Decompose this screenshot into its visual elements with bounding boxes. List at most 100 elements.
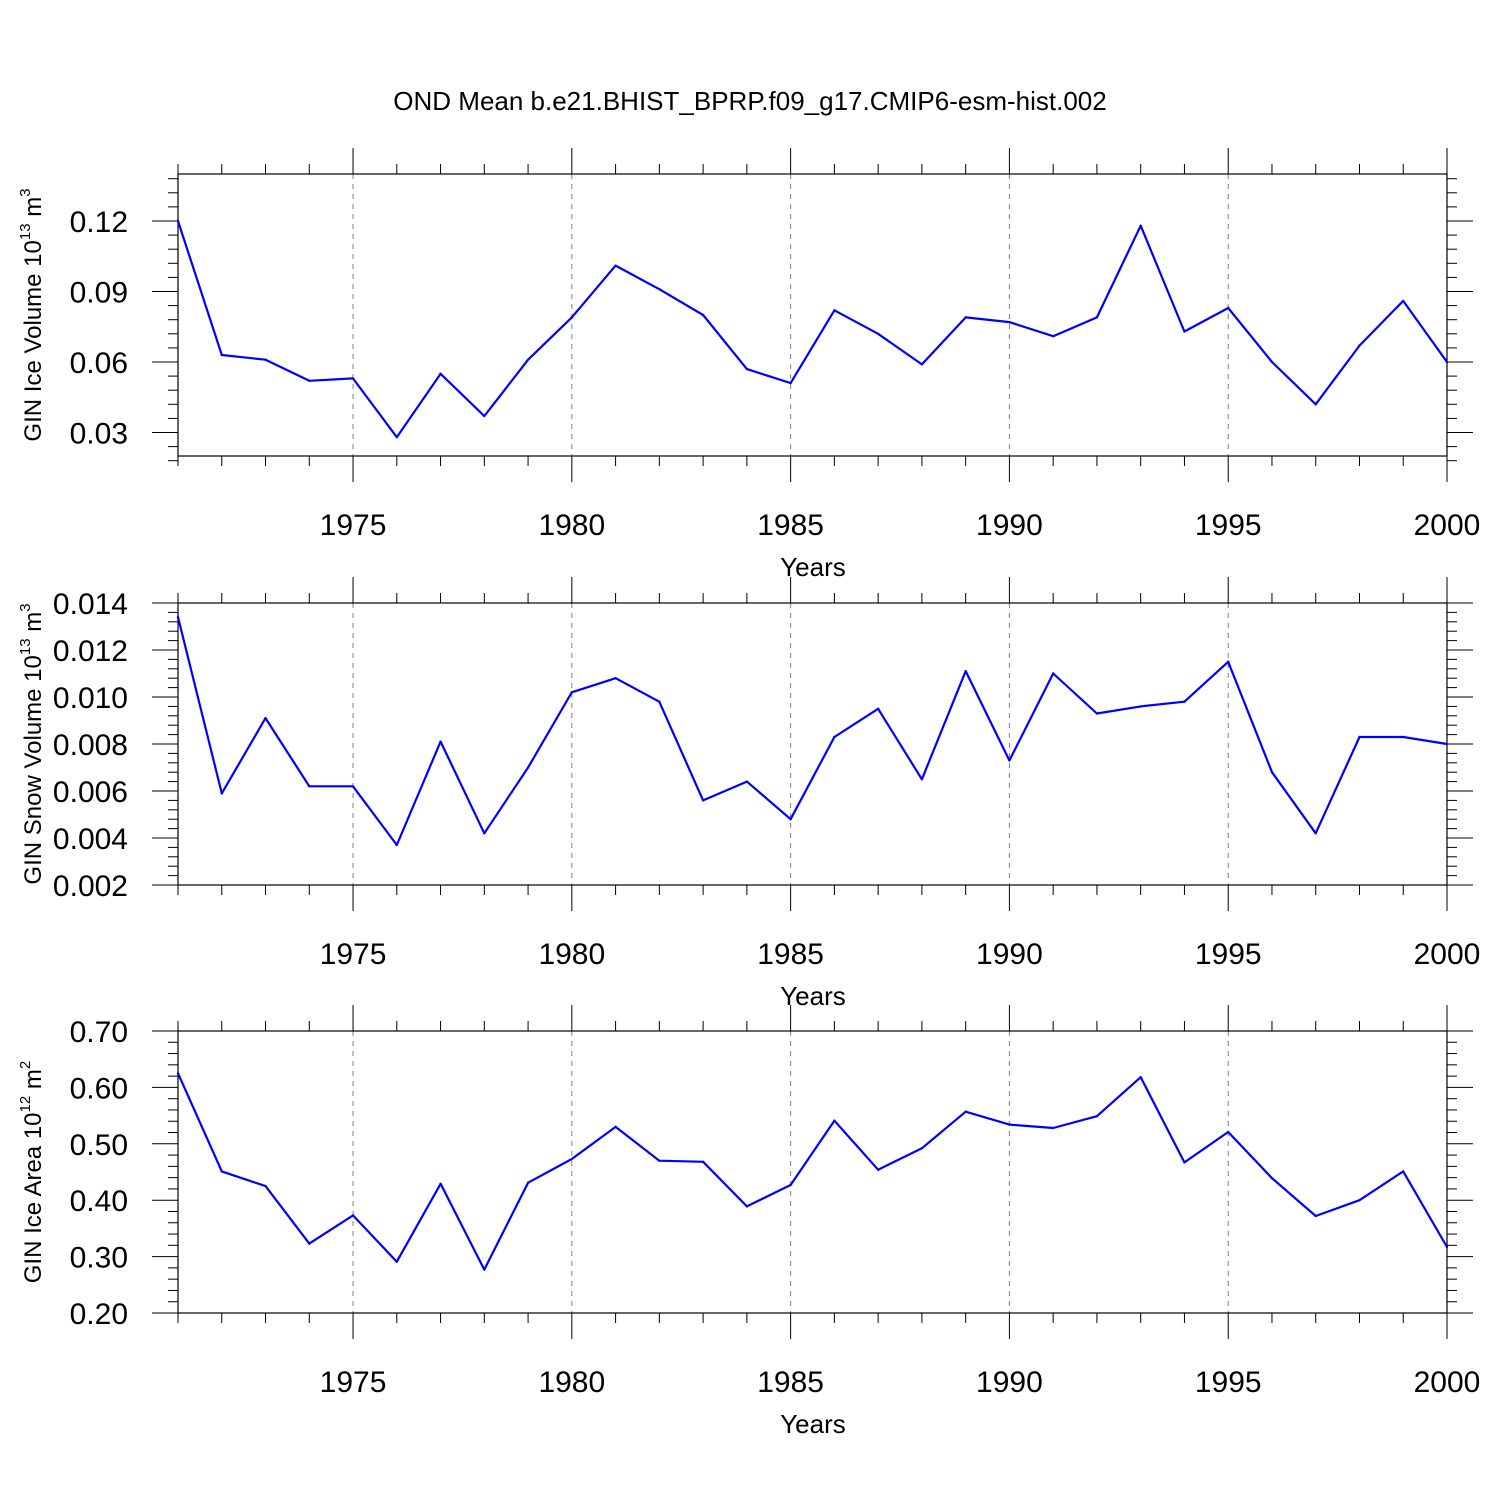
y-axis-label: GIN Ice Area 1012 m2 (17, 1061, 47, 1283)
data-point (1008, 320, 1011, 324)
data-point (570, 1157, 574, 1161)
y-tick-label: 0.006 (53, 776, 128, 809)
x-tick-label: 2000 (1414, 1366, 1481, 1399)
data-point (526, 766, 530, 769)
data-point (1051, 672, 1055, 675)
data-point (395, 436, 398, 439)
y-axis-label-part: GIN Snow Volume 10 (20, 655, 47, 884)
y-tick-label: 0.06 (70, 347, 128, 380)
y-axis-label-part: m (20, 1069, 47, 1096)
y-axis-label-part: GIN Ice Area 10 (20, 1112, 47, 1283)
data-point (483, 1268, 486, 1271)
data-point (745, 780, 749, 783)
data-point (789, 818, 792, 821)
data-point (1183, 700, 1186, 703)
data-point (308, 1242, 311, 1245)
data-point (658, 287, 661, 291)
data-point (701, 799, 705, 802)
data-point (789, 381, 792, 385)
y-tick-label: 0.70 (70, 1016, 128, 1049)
x-axis-label: Years (780, 1409, 846, 1439)
data-point (1227, 306, 1230, 310)
data-point (876, 1168, 880, 1171)
y-tick-label: 0.014 (53, 588, 128, 621)
y-tick-label: 0.40 (70, 1185, 128, 1218)
data-point (1314, 832, 1317, 835)
data-point (176, 615, 180, 619)
data-point (1008, 1123, 1011, 1126)
y-tick-label: 0.004 (53, 823, 128, 856)
data-point (614, 1125, 617, 1129)
data-point (570, 316, 574, 319)
panel-1: 0.03 0.06 0.09 0.12 1975 1980 1985 1990 1995 2000… (17, 148, 1480, 582)
data-point (176, 219, 180, 223)
y-axis-label-part: 2 (17, 1061, 34, 1069)
x-tick-label: 1980 (538, 1366, 605, 1399)
y-axis-label: GIN Snow Volume 1013 m3 (17, 603, 47, 884)
data-point (876, 332, 880, 335)
data-point (483, 832, 486, 835)
y-tick-label: 0.50 (70, 1129, 128, 1162)
x-tick-label: 1995 (1195, 938, 1262, 971)
y-axis-label-part: m (20, 612, 47, 639)
x-tick-label: 1980 (538, 938, 605, 971)
data-point (308, 379, 311, 382)
y-axis-label-part: 12 (17, 1096, 34, 1113)
data-point (658, 1159, 661, 1162)
data-point (920, 778, 924, 781)
data-point (614, 677, 617, 680)
data-point (220, 353, 223, 357)
figure-title: OND Mean b.e21.BHIST_BPRP.f09_g17.CMIP6-… (393, 86, 1106, 116)
data-point (964, 1110, 967, 1113)
x-tick-label: 1990 (976, 509, 1043, 542)
data-point (833, 309, 836, 312)
data-point (439, 1182, 442, 1186)
data-point (745, 1205, 749, 1208)
series-line (176, 1072, 1448, 1271)
data-point (1445, 742, 1449, 746)
x-tick-label: 1995 (1195, 1366, 1262, 1399)
data-point (920, 363, 924, 366)
data-point (220, 1170, 223, 1173)
y-tick-label: 0.09 (70, 277, 128, 310)
data-point (1051, 1126, 1055, 1130)
plot-frame (177, 1030, 1448, 1314)
x-tick-label: 1985 (757, 1366, 824, 1399)
data-point (395, 1260, 398, 1263)
data-point (1051, 334, 1055, 338)
data-point (1445, 1245, 1449, 1249)
data-point (833, 1119, 836, 1122)
data-point (789, 1183, 792, 1187)
data-point (1358, 1199, 1361, 1202)
series-line (176, 220, 1448, 439)
data-point (1358, 735, 1361, 739)
data-point (1008, 759, 1011, 762)
y-axis-label-part: 13 (17, 638, 34, 655)
y-tick-label: 0.012 (53, 635, 128, 668)
y-tick-label: 0.008 (53, 729, 128, 762)
x-tick-label: 1985 (757, 509, 824, 542)
y-tick-label: 0.60 (70, 1072, 128, 1105)
y-tick-label: 0.03 (70, 418, 128, 451)
y-axis-label-part: m (20, 197, 47, 224)
data-point (1183, 330, 1186, 333)
data-point (351, 785, 355, 788)
data-point (526, 1181, 530, 1184)
data-point (701, 313, 705, 317)
data-point (1139, 1076, 1142, 1079)
data-point (220, 792, 223, 795)
x-tick-label: 1985 (757, 938, 824, 971)
data-point (1402, 299, 1405, 303)
data-point (1139, 705, 1142, 708)
panel-3: 0.20 0.30 0.40 0.50 0.60 0.70 1975 1980 1985 1990… (17, 1005, 1480, 1439)
data-point (264, 716, 267, 720)
data-point (439, 372, 442, 375)
y-tick-label: 0.12 (70, 206, 128, 239)
data-point (570, 691, 574, 694)
data-point (964, 316, 967, 319)
x-axis-label: Years (780, 981, 846, 1011)
y-axis-label-part: GIN Ice Volume 10 (20, 240, 47, 441)
y-tick-label: 0.010 (53, 682, 128, 715)
data-point (1227, 660, 1230, 663)
